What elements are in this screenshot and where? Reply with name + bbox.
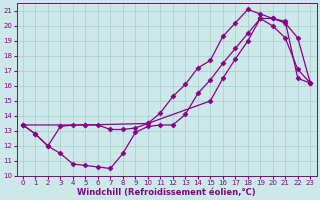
X-axis label: Windchill (Refroidissement éolien,°C): Windchill (Refroidissement éolien,°C) bbox=[77, 188, 256, 197]
